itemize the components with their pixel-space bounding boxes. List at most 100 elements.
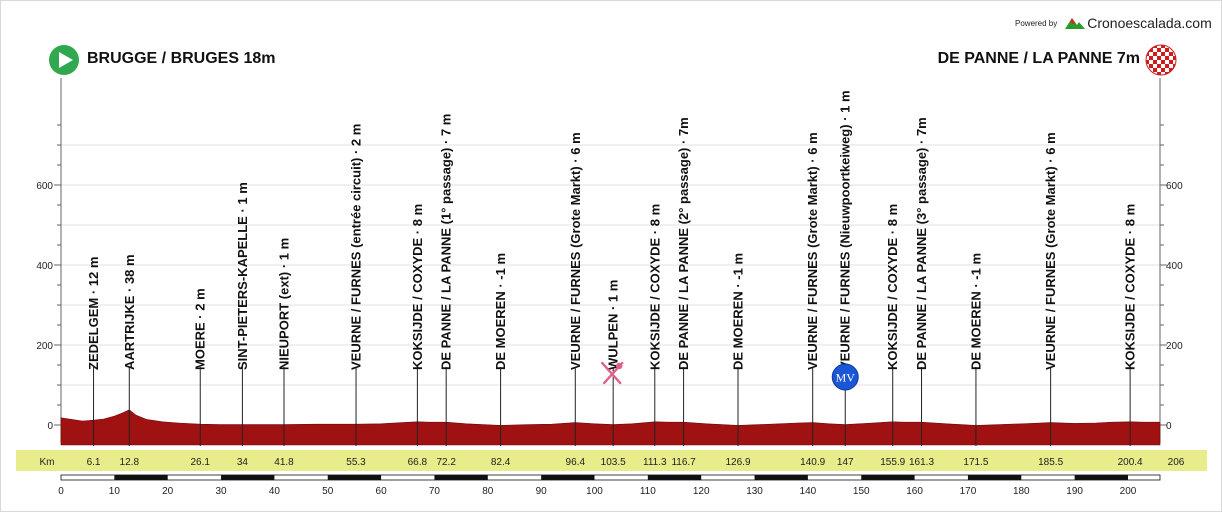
waypoint-label: SINT-PIETERS-KAPELLE · 1 m (235, 182, 250, 370)
waypoint-label: MOERE · 2 m (193, 288, 208, 370)
x-tick-label: 120 (693, 486, 710, 497)
scale-bar-segment (861, 475, 915, 480)
waypoint-km-label: 66.8 (408, 457, 428, 468)
finish-label: DE PANNE / LA PANNE 7m (937, 50, 1140, 67)
x-tick-label: 100 (586, 486, 603, 497)
x-tick-label: 90 (536, 486, 548, 497)
y-tick-label-right: 0 (1166, 421, 1172, 432)
elevation-profile-area (60, 409, 1161, 446)
waypoint-label: VEURNE / FURNES (Nieuwpoortkeiweg) · 1 m (838, 90, 853, 370)
x-tick-label: 140 (800, 486, 817, 497)
waypoint-label: AARTRIJKE · 38 m (122, 254, 137, 370)
waypoint-label: VEURNE / FURNES (Grote Markt) · 6 m (568, 132, 583, 370)
waypoint-km-label: 147 (837, 457, 854, 468)
waypoint-km-label: 171.5 (963, 457, 988, 468)
waypoint-label: VEURNE / FURNES (Grote Markt) · 6 m (805, 132, 820, 370)
waypoint-label: DE MOEREN · -1 m (493, 253, 508, 370)
waypoint-km-label: 41.8 (274, 457, 294, 468)
y-tick-label-left: 0 (47, 421, 53, 432)
scale-bar-segment (1074, 475, 1128, 480)
scale-bar-segment (967, 475, 1022, 480)
km-band (16, 450, 1207, 471)
brand-block[interactable]: Powered by Cronoescalada.com (1015, 14, 1212, 32)
x-tick-label: 160 (906, 486, 923, 497)
waypoint-label: DE PANNE / LA PANNE (3° passage) · 7m (914, 117, 929, 370)
x-tick-label: 180 (1013, 486, 1030, 497)
waypoint-label: NIEUPORT (ext) · 1 m (277, 238, 292, 370)
waypoint-km-label: 26.1 (191, 457, 211, 468)
waypoint-km-label: 126.9 (725, 457, 750, 468)
start-label: BRUGGE / BRUGES 18m (87, 50, 276, 67)
waypoint-label: DE PANNE / LA PANNE (2° passage) · 7m (676, 117, 691, 370)
total-km-label: 206 (1168, 457, 1185, 468)
waypoint-km-label: 82.4 (491, 457, 511, 468)
waypoint-label: WULPEN · 1 m (606, 280, 621, 370)
y-tick-label-right: 200 (1166, 341, 1183, 352)
waypoint-label: KOKSIJDE / COXYDE · 8 m (885, 204, 900, 370)
x-tick-label: 50 (322, 486, 334, 497)
scale-bar-segment (221, 475, 275, 480)
waypoint-km-label: 12.8 (120, 457, 140, 468)
y-tick-label-left: 400 (36, 261, 53, 272)
scale-bar-segment (434, 475, 488, 480)
waypoint-label: VEURNE / FURNES (Grote Markt) · 6 m (1043, 132, 1058, 370)
fork-shape (600, 361, 622, 385)
scale-bar-segment (754, 475, 808, 480)
waypoint-km-label: 72.2 (436, 457, 456, 468)
waypoint-km-label: 116.7 (671, 457, 696, 468)
x-tick-label: 150 (853, 486, 870, 497)
y-tick-label-left: 200 (36, 341, 53, 352)
x-tick-label: 110 (640, 486, 656, 497)
brand-name: Cronoescalada.com (1087, 15, 1212, 31)
x-tick-label: 30 (215, 486, 227, 497)
x-tick-label: 20 (162, 486, 174, 497)
powered-by-text: Powered by (1015, 18, 1058, 28)
spoon-head-shape (615, 362, 623, 370)
mv-badge-label: MV (836, 371, 856, 385)
waypoint-km-label: 6.1 (87, 457, 101, 468)
x-tick-label: 60 (376, 486, 388, 497)
start-play-icon (49, 45, 79, 75)
x-tick-label: 80 (482, 486, 494, 497)
feed-zone-icon (600, 361, 624, 385)
waypoint-label: KOKSIJDE / COXYDE · 8 m (647, 204, 662, 370)
waypoint-label: KOKSIJDE / COXYDE · 8 m (1123, 204, 1138, 370)
waypoint-km-label: 200.4 (1118, 457, 1143, 468)
x-tick-label: 70 (429, 486, 441, 497)
y-tick-label-right: 400 (1166, 261, 1183, 272)
distance-scale-bar (60, 474, 1161, 481)
scale-bar-segment (541, 475, 595, 480)
waypoint-km-label: 155.9 (880, 457, 905, 468)
km-row-label: Km (40, 457, 55, 468)
waypoint-label: DE MOEREN · -1 m (968, 253, 983, 370)
waypoint-km-label: 185.5 (1038, 457, 1063, 468)
waypoint-label: DE MOEREN · -1 m (731, 253, 746, 370)
scale-bar-segment (327, 475, 382, 480)
x-tick-label: 170 (960, 486, 977, 497)
x-tick-label: 190 (1066, 486, 1083, 497)
mountain-logo-icon (1065, 18, 1086, 29)
checkered-flag-icon (1145, 44, 1177, 76)
waypoint-label: DE PANNE / LA PANNE (1° passage) · 7 m (439, 114, 454, 370)
y-tick-label-left: 600 (36, 181, 53, 192)
waypoint-label: KOKSIJDE / COXYDE · 8 m (410, 204, 425, 370)
mv-badge-circle (831, 363, 859, 391)
waypoint-label: ZEDELGEM · 12 m (86, 257, 101, 370)
y-tick-label-right: 600 (1166, 181, 1183, 192)
x-tick-label: 40 (269, 486, 281, 497)
x-tick-label: 200 (1120, 486, 1137, 497)
scale-bar-outline (60, 474, 1161, 481)
waypoint-km-label: 103.5 (601, 457, 626, 468)
waypoint-km-label: 161.3 (909, 457, 934, 468)
scale-bar-segment (647, 475, 702, 480)
waypoint-km-label: 34 (237, 457, 249, 468)
x-tick-label: 10 (109, 486, 121, 497)
waypoint-km-label: 55.3 (346, 457, 366, 468)
scale-bar-segment (114, 475, 168, 480)
waypoint-km-label: 96.4 (566, 457, 586, 468)
waypoint-label: VEURNE / FURNES (entrée circuit) · 2 m (349, 124, 364, 370)
waypoint-km-label: 140.9 (800, 457, 825, 468)
x-tick-label: 130 (746, 486, 763, 497)
x-tick-label: 0 (58, 486, 64, 497)
